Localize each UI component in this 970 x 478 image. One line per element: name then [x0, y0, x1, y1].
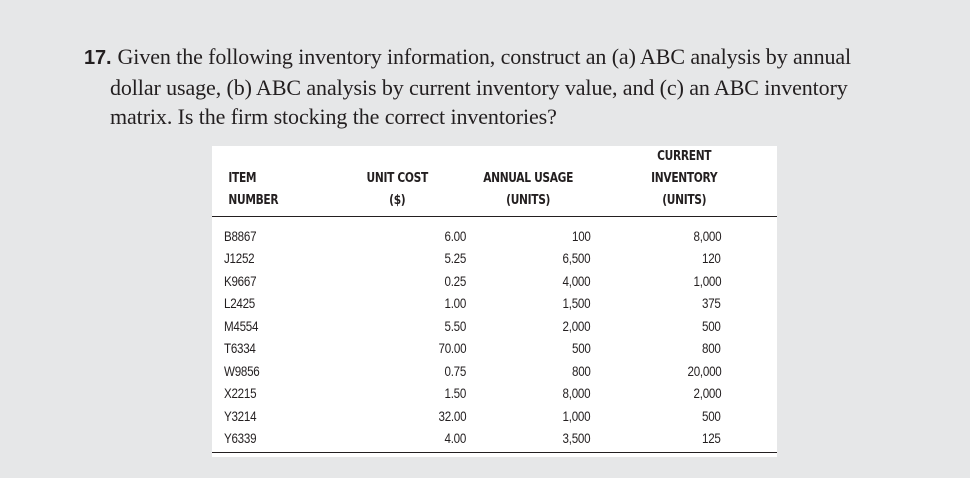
cell-item-number: Y6339 [212, 427, 328, 453]
cell-item-number: K9667 [224, 273, 257, 289]
table-row: K9667 0.25 4,000 1,000 [212, 270, 777, 293]
table-row: B8867 6.00 100 8,000 [212, 217, 777, 248]
table-body: B8867 6.00 100 8,000 J1252 5.25 6,500 120 K9667 0… [212, 217, 777, 453]
problem-line-1: 17. Given the following inventory informa… [84, 44, 852, 69]
table-row: X2215 1.50 8,000 2,000 [212, 383, 777, 406]
cell-annual-usage: 500 [571, 341, 591, 357]
table-row: M4554 5.50 2,000 500 [212, 315, 777, 338]
cell-unit-cost: 32.00 [438, 408, 467, 424]
cell-item-number: W9856 [224, 363, 260, 379]
table-row: Y6339 4.00 3,500 125 [212, 427, 777, 453]
table-header-row: ITEM NUMBER UNIT COST ($) ANNUAL USAGE (… [212, 146, 777, 217]
inventory-table: ITEM NUMBER UNIT COST ($) ANNUAL USAGE (… [212, 146, 777, 453]
cell-current-inventory: 125 [590, 427, 777, 453]
cell-unit-cost: 0.25 [444, 273, 467, 289]
cell-item-number: J1252 [224, 251, 255, 267]
cell-annual-usage: 8,000 [562, 386, 591, 402]
cell-current-inventory: 500 [702, 408, 721, 424]
cell-unit-cost: 5.50 [444, 318, 467, 334]
header-annual-usage: ANNUAL USAGE (UNITS) [477, 146, 580, 217]
cell-item-number: T6334 [224, 341, 256, 357]
table-row: T6334 70.00 500 800 [212, 338, 777, 361]
cell-current-inventory: 500 [702, 318, 721, 334]
cell-annual-usage: 6,500 [562, 251, 591, 267]
cell-unit-cost: 0.75 [444, 363, 467, 379]
cell-unit-cost: 6.00 [444, 228, 467, 244]
cell-current-inventory: 8,000 [693, 228, 721, 244]
cell-annual-usage: 800 [571, 363, 591, 379]
header-current-inventory: CURRENT INVENTORY (UNITS) [607, 146, 761, 217]
header-unit-cost: UNIT COST ($) [340, 146, 454, 217]
cell-annual-usage: 4,000 [562, 273, 591, 289]
cell-item-number: L2425 [224, 296, 256, 312]
cell-annual-usage: 100 [571, 228, 591, 244]
cell-unit-cost: 1.00 [444, 296, 467, 312]
cell-unit-cost: 4.00 [327, 427, 467, 453]
cell-unit-cost: 1.50 [444, 386, 467, 402]
table-row: W9856 0.75 800 20,000 [212, 360, 777, 383]
cell-unit-cost: 5.25 [444, 251, 467, 267]
cell-item-number: X2215 [224, 386, 257, 402]
cell-unit-cost: 70.00 [438, 341, 467, 357]
cell-current-inventory: 2,000 [693, 386, 721, 402]
cell-current-inventory: 1,000 [693, 273, 721, 289]
table-row: L2425 1.00 1,500 375 [212, 293, 777, 316]
cell-current-inventory: 20,000 [687, 363, 721, 379]
cell-item-number: Y3214 [224, 408, 257, 424]
cell-current-inventory: 120 [702, 251, 721, 267]
table-row: Y3214 32.00 1,000 500 [212, 405, 777, 428]
problem-line-3: matrix. Is the firm stocking the correct… [110, 104, 557, 129]
cell-annual-usage: 2,000 [562, 318, 591, 334]
table-row: J1252 5.25 6,500 120 [212, 248, 777, 271]
inventory-table-panel: ITEM NUMBER UNIT COST ($) ANNUAL USAGE (… [212, 146, 777, 457]
problem-statement: 17. Given the following inventory informa… [84, 42, 934, 131]
problem-line-2: dollar usage, (b) ABC analysis by curren… [110, 75, 848, 100]
cell-current-inventory: 375 [702, 296, 721, 312]
problem-number: 17. [84, 47, 112, 69]
header-item-number: ITEM NUMBER [212, 146, 307, 217]
cell-item-number: B8867 [224, 228, 257, 244]
cell-annual-usage: 1,500 [562, 296, 591, 312]
cell-annual-usage: 3,500 [466, 427, 591, 453]
cell-item-number: M4554 [224, 318, 259, 334]
cell-current-inventory: 800 [702, 341, 721, 357]
cell-annual-usage: 1,000 [562, 408, 591, 424]
